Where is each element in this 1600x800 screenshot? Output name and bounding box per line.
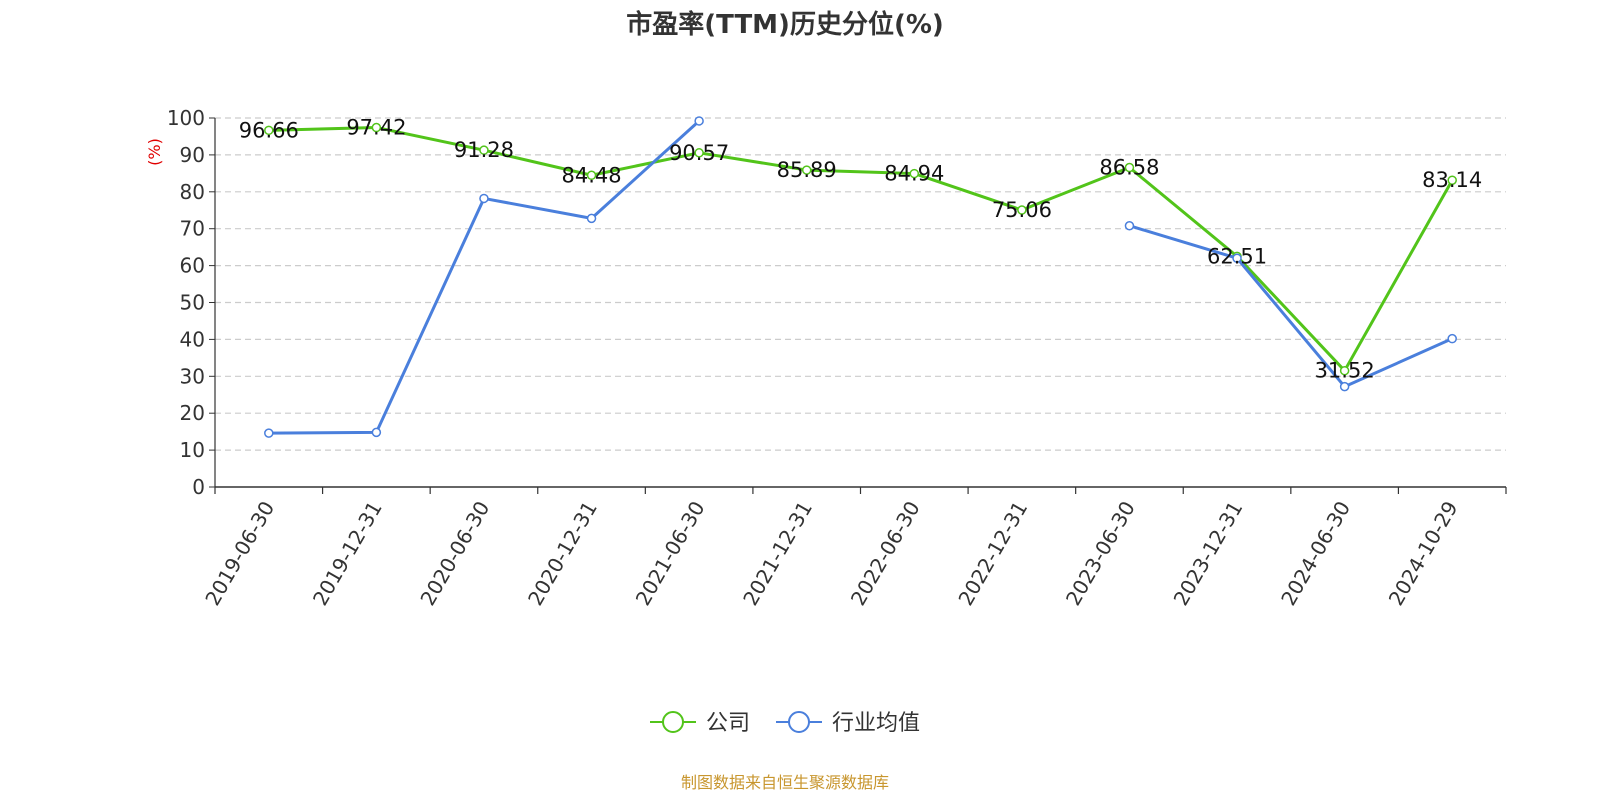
y-tick-label: 10: [180, 438, 205, 462]
x-tick-label: 2024-10-29: [1384, 497, 1463, 610]
data-label: 84.48: [561, 163, 621, 187]
source-note: 制图数据来自恒生聚源数据库: [681, 773, 889, 792]
y-tick-label: 0: [192, 475, 205, 499]
data-point[interactable]: [479, 145, 489, 155]
x-tick-label: 2019-06-30: [200, 497, 279, 610]
series: [264, 116, 1457, 438]
data-label: 90.57: [669, 141, 729, 165]
y-tick-label: 100: [167, 106, 205, 130]
x-tick-label: 2022-06-30: [846, 497, 925, 610]
data-labels: 96.66 97.42 91.28 84.48 90.57 85.89 84.94 75.06…: [239, 116, 1483, 383]
data-label: 84.94: [884, 162, 944, 186]
data-point[interactable]: [264, 428, 274, 438]
x-tick-label: 2022-12-31: [953, 497, 1032, 610]
x-tick-label: 2021-12-31: [738, 497, 817, 610]
data-label: 97.42: [346, 116, 406, 140]
x-tick-label: 2020-06-30: [415, 497, 494, 610]
y-tick-label: 20: [180, 401, 205, 425]
y-tick-label: 40: [180, 327, 205, 351]
y-tick-label: 50: [180, 291, 205, 315]
y-tick-label: 80: [180, 180, 205, 204]
legend-item[interactable]: 行业均值: [776, 711, 920, 736]
data-label: 96.66: [239, 118, 299, 142]
data-label: 83.14: [1422, 168, 1482, 192]
data-point[interactable]: [1447, 175, 1457, 185]
x-tick-label: 2019-12-31: [308, 497, 387, 610]
data-point[interactable]: [1017, 205, 1027, 215]
data-label: 62.51: [1207, 244, 1267, 268]
grid: [215, 117, 1506, 451]
legend-marker-icon: [662, 711, 684, 733]
data-point[interactable]: [586, 213, 597, 224]
data-point[interactable]: [479, 193, 489, 204]
data-point[interactable]: [1339, 381, 1350, 392]
x-tick-label: 2021-06-30: [631, 497, 710, 610]
data-point[interactable]: [1124, 162, 1135, 173]
y-axis-label: (%): [145, 138, 164, 166]
series-line: [1129, 224, 1453, 389]
x-tick-label: 2024-06-30: [1276, 497, 1355, 610]
data-label: 91.28: [454, 138, 514, 162]
y-tick-label: 70: [180, 217, 205, 241]
data-point[interactable]: [694, 116, 704, 126]
y-tick-label: 30: [180, 364, 205, 388]
data-point[interactable]: [909, 168, 920, 179]
data-point[interactable]: [1232, 253, 1242, 263]
x-tick-label: 2023-06-30: [1061, 497, 1140, 610]
data-label: 31.52: [1315, 359, 1375, 383]
y-tick-label: 90: [180, 143, 205, 167]
data-point[interactable]: [801, 165, 812, 175]
data-point[interactable]: [371, 427, 382, 438]
legend-label: 行业均值: [832, 711, 920, 736]
y-tick-label: 60: [180, 254, 205, 278]
data-point[interactable]: [264, 125, 274, 136]
x-tick-label: 2020-12-31: [523, 497, 602, 610]
legend-item[interactable]: 公司: [650, 711, 750, 736]
legend[interactable]: 公司 行业均值: [650, 711, 920, 736]
data-point[interactable]: [1339, 365, 1350, 376]
data-label: 85.89: [777, 158, 837, 182]
series-line: [268, 126, 1454, 373]
chart-title: 市盈率(TTM)历史分位(%): [626, 9, 944, 40]
legend-label: 公司: [706, 711, 750, 736]
data-point[interactable]: [694, 148, 704, 158]
data-label: 86.58: [1099, 156, 1159, 180]
data-label: 75.06: [992, 198, 1052, 222]
x-tick-label: 2023-12-31: [1169, 497, 1248, 610]
data-point[interactable]: [1124, 220, 1135, 231]
legend-marker-icon: [788, 711, 810, 733]
data-point[interactable]: [586, 170, 597, 181]
data-point[interactable]: [1447, 333, 1457, 344]
data-point[interactable]: [371, 122, 382, 133]
